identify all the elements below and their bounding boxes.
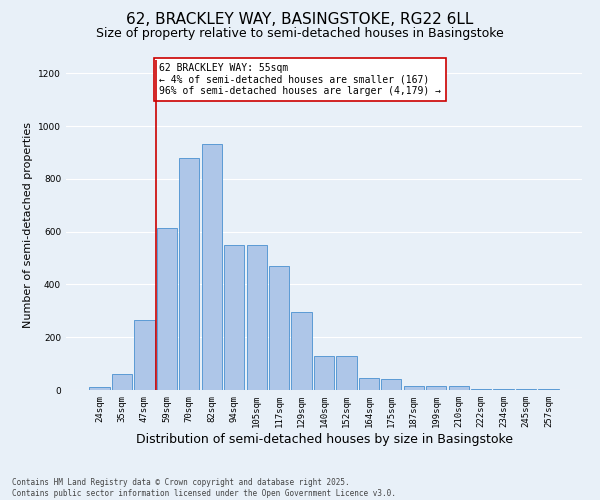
Bar — [134, 320, 155, 390]
Bar — [247, 245, 267, 390]
Bar — [89, 388, 110, 390]
Bar — [381, 380, 401, 390]
Bar — [471, 388, 491, 390]
Bar — [269, 266, 289, 390]
Bar — [224, 245, 244, 390]
Bar — [157, 228, 177, 390]
Text: Contains HM Land Registry data © Crown copyright and database right 2025.
Contai: Contains HM Land Registry data © Crown c… — [12, 478, 396, 498]
Bar — [314, 356, 334, 390]
Bar — [404, 386, 424, 390]
Text: 62, BRACKLEY WAY, BASINGSTOKE, RG22 6LL: 62, BRACKLEY WAY, BASINGSTOKE, RG22 6LL — [127, 12, 473, 28]
Bar — [202, 144, 222, 390]
Bar — [337, 356, 356, 390]
Bar — [426, 386, 446, 390]
Bar — [112, 374, 132, 390]
Bar — [292, 312, 311, 390]
Text: Size of property relative to semi-detached houses in Basingstoke: Size of property relative to semi-detach… — [96, 28, 504, 40]
Bar — [538, 389, 559, 390]
X-axis label: Distribution of semi-detached houses by size in Basingstoke: Distribution of semi-detached houses by … — [136, 432, 512, 446]
Bar — [179, 158, 199, 390]
Bar — [359, 378, 379, 390]
Text: 62 BRACKLEY WAY: 55sqm
← 4% of semi-detached houses are smaller (167)
96% of sem: 62 BRACKLEY WAY: 55sqm ← 4% of semi-deta… — [159, 62, 441, 96]
Bar — [449, 386, 469, 390]
Bar — [493, 388, 514, 390]
Y-axis label: Number of semi-detached properties: Number of semi-detached properties — [23, 122, 32, 328]
